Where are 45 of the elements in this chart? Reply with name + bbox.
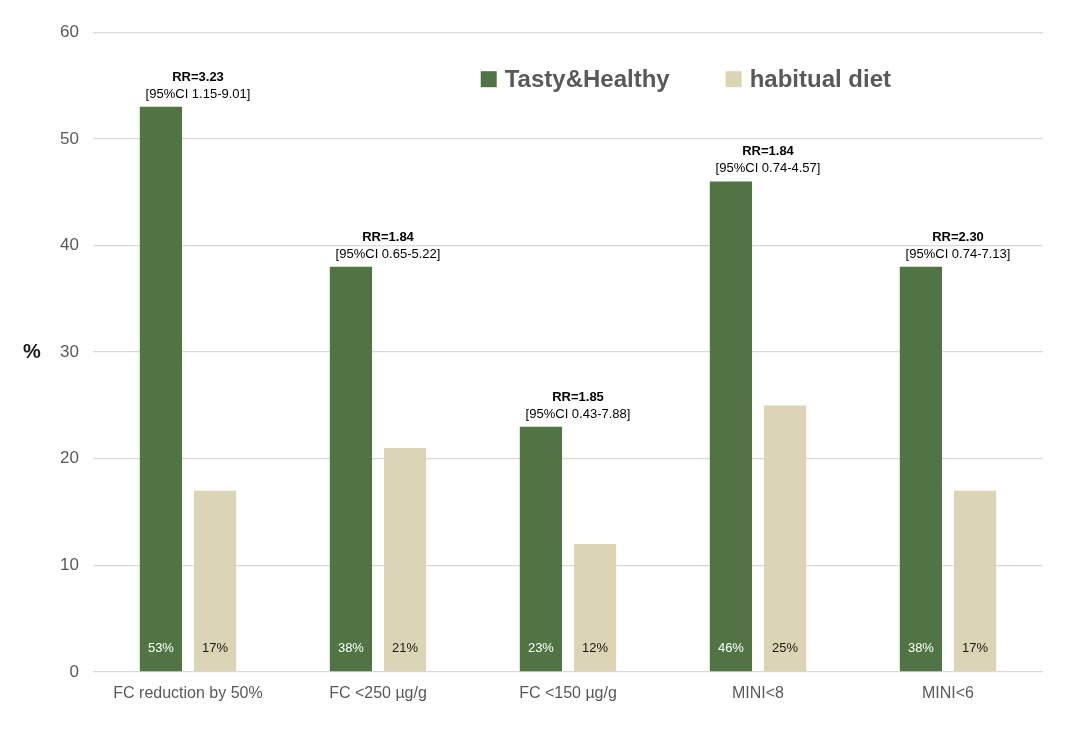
annotation: [95%CI 1.15-9.01]	[145, 85, 251, 101]
data-label: 25%	[772, 639, 799, 655]
bar	[329, 266, 373, 672]
y-tick-label: 10	[60, 555, 79, 575]
y-tick-label: 60	[60, 21, 79, 41]
data-label: 53%	[147, 639, 175, 655]
data-label: 38%	[337, 639, 365, 655]
annotation: RR=3.23	[172, 68, 224, 84]
x-tick-label: FC <250 µg/g	[329, 684, 427, 702]
bar	[899, 266, 943, 672]
y-tick-label: 30	[60, 341, 79, 361]
x-tick-label: FC reduction by 50%	[113, 684, 263, 702]
y-tick-label: 50	[60, 128, 79, 148]
data-label: 17%	[202, 639, 229, 655]
data-label: 46%	[717, 639, 745, 655]
annotation: RR=1.84	[362, 228, 415, 244]
x-tick-label: MINI<6	[921, 684, 975, 702]
bar	[709, 181, 753, 672]
bar	[763, 405, 807, 672]
bar	[193, 490, 237, 672]
data-label: 38%	[907, 639, 935, 655]
annotation: [95%CI 0.65-5.22]	[335, 245, 441, 261]
bar	[573, 544, 617, 672]
legend-label: habitual diet	[749, 64, 892, 92]
annotation: [95%CI 0.43-7.88]	[525, 405, 631, 421]
x-tick-label: FC <150 µg/g	[519, 684, 617, 702]
y-axis-title: %	[23, 339, 42, 362]
y-tick-label: 0	[69, 661, 79, 681]
x-tick-label: MINI<8	[731, 684, 785, 702]
y-tick-label: 20	[60, 448, 79, 468]
data-label: 23%	[527, 639, 555, 655]
y-tick-label: 40	[60, 235, 79, 255]
bar	[519, 426, 563, 672]
data-label: 12%	[582, 639, 609, 655]
bar	[383, 448, 427, 672]
bar	[139, 106, 183, 672]
data-label: 21%	[392, 639, 419, 655]
legend-label: Tasty&Healthy	[504, 64, 671, 92]
annotation: RR=2.30	[932, 228, 984, 244]
annotation: RR=1.84	[742, 143, 795, 159]
annotation: RR=1.85	[552, 388, 604, 404]
bar	[953, 490, 997, 672]
annotation: [95%CI 0.74-7.13]	[905, 245, 1011, 261]
data-label: 17%	[962, 639, 989, 655]
annotation: [95%CI 0.74-4.57]	[715, 160, 821, 176]
